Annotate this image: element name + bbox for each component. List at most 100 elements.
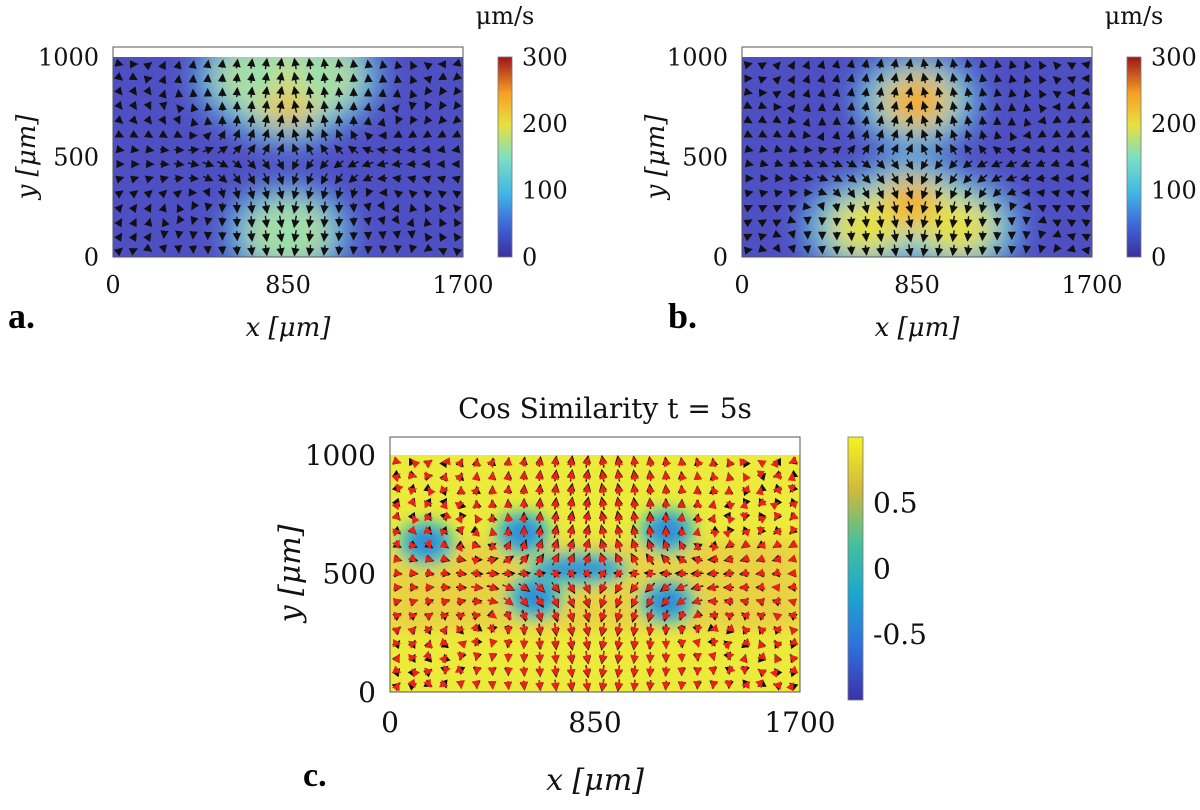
- velocity-arrow: [143, 203, 152, 213]
- velocity-arrow: [876, 201, 885, 214]
- vector-arrow-red: [519, 568, 530, 577]
- velocity-arrow: [407, 130, 418, 139]
- velocity-arrow: [376, 159, 389, 168]
- velocity-arrow: [391, 203, 400, 214]
- velocity-arrow: [1066, 233, 1076, 242]
- vector-arrow-red: [566, 583, 576, 593]
- velocity-arrow: [158, 189, 168, 199]
- y-axis-label: y [μm]: [273, 524, 308, 624]
- vector-arrow-red: [614, 582, 624, 593]
- velocity-arrow: [1066, 76, 1077, 85]
- velocity-arrow: [202, 159, 215, 168]
- velocity-arrow: [964, 101, 973, 112]
- velocity-arrow: [934, 159, 944, 170]
- vector-arrow-red: [519, 610, 528, 621]
- velocity-arrow: [291, 57, 300, 70]
- velocity-arrow: [949, 101, 959, 112]
- velocity-arrow: [979, 87, 988, 97]
- vector-arrow-red: [550, 456, 559, 467]
- velocity-arrow: [816, 131, 825, 142]
- velocity-arrow: [920, 100, 929, 113]
- velocity-arrow: [935, 100, 944, 112]
- vector-arrow-red: [582, 582, 591, 594]
- velocity-arrow: [876, 143, 884, 155]
- vector-arrow-red: [772, 625, 782, 634]
- velocity-arrow: [875, 58, 885, 69]
- velocity-arrow: [935, 114, 944, 127]
- velocity-arrow: [361, 146, 374, 155]
- velocity-arrow: [964, 187, 973, 200]
- velocity-arrow: [1039, 75, 1047, 85]
- vector-arrow-red: [599, 456, 608, 467]
- velocity-arrow: [905, 215, 914, 229]
- velocity-arrow: [1035, 173, 1046, 183]
- velocity-arrow: [114, 58, 124, 67]
- velocity-arrow: [306, 143, 315, 156]
- velocity-arrow: [377, 215, 386, 226]
- velocity-arrow: [217, 246, 227, 255]
- velocity-arrow: [247, 128, 256, 142]
- velocity-arrow: [1080, 159, 1090, 168]
- vector-arrow-red: [551, 638, 560, 650]
- velocity-arrow: [247, 201, 256, 214]
- velocity-arrow: [875, 101, 885, 112]
- vector-arrow-red: [535, 583, 545, 592]
- vector-arrow-red: [787, 610, 797, 620]
- vector-arrow-red: [519, 653, 528, 663]
- velocity-arrow: [832, 188, 842, 198]
- velocity-arrow: [379, 59, 388, 70]
- vector-arrow-red: [708, 458, 717, 468]
- velocity-arrow: [276, 57, 285, 70]
- colorbar-gradient: [1127, 57, 1141, 257]
- vector-arrow-red: [708, 500, 717, 510]
- vector-arrow-red: [582, 679, 592, 692]
- velocity-arrow: [377, 103, 386, 113]
- velocity-arrow: [920, 114, 929, 127]
- velocity-arrow: [772, 75, 782, 85]
- velocity-arrow: [802, 74, 811, 84]
- velocity-arrow: [920, 201, 929, 214]
- velocity-arrow: [320, 186, 329, 200]
- velocity-arrow: [305, 215, 315, 229]
- vector-arrow-red: [551, 680, 560, 692]
- vector-arrow-red: [535, 597, 545, 606]
- velocity-arrow: [743, 246, 753, 255]
- velocity-arrow: [950, 187, 958, 200]
- velocity-arrow: [364, 59, 373, 69]
- vector-arrow-red: [599, 484, 608, 495]
- vector-arrow-red: [582, 624, 591, 636]
- velocity-arrow: [158, 203, 167, 213]
- velocity-arrow: [935, 86, 944, 98]
- velocity-arrow: [890, 244, 900, 257]
- vector-arrow-red: [519, 471, 528, 481]
- velocity-arrow: [905, 58, 914, 69]
- velocity-arrow: [143, 75, 153, 84]
- velocity-arrow: [320, 72, 329, 84]
- vector-arrow-red: [439, 637, 449, 646]
- velocity-arrow: [1039, 89, 1047, 99]
- velocity-arrow: [1081, 246, 1091, 255]
- velocity-arrow: [247, 143, 256, 155]
- vector-arrow-red: [503, 681, 513, 691]
- velocity-arrow: [158, 130, 169, 139]
- velocity-arrow: [204, 102, 213, 112]
- y-tick-label: 1000: [38, 43, 99, 71]
- velocity-arrow: [772, 115, 782, 124]
- velocity-arrow: [861, 173, 871, 184]
- colorbar-unit-label: μm/s: [476, 2, 535, 30]
- velocity-arrow: [128, 86, 137, 96]
- vector-arrow-red: [600, 583, 608, 593]
- velocity-arrow: [743, 205, 754, 213]
- velocity-arrow: [410, 60, 418, 71]
- plot-area: [742, 57, 1092, 257]
- vector-arrow-red: [487, 513, 495, 524]
- velocity-arrow: [976, 159, 988, 168]
- velocity-arrow: [1065, 189, 1075, 198]
- velocity-arrow: [990, 159, 1003, 168]
- vector-arrow-red: [503, 638, 512, 648]
- vector-arrow-red: [582, 470, 591, 481]
- colorbar-tick-label: 100: [522, 177, 568, 205]
- vector-arrow-red: [470, 637, 479, 647]
- vector-arrow-red: [534, 554, 543, 564]
- velocity-arrow: [786, 104, 796, 114]
